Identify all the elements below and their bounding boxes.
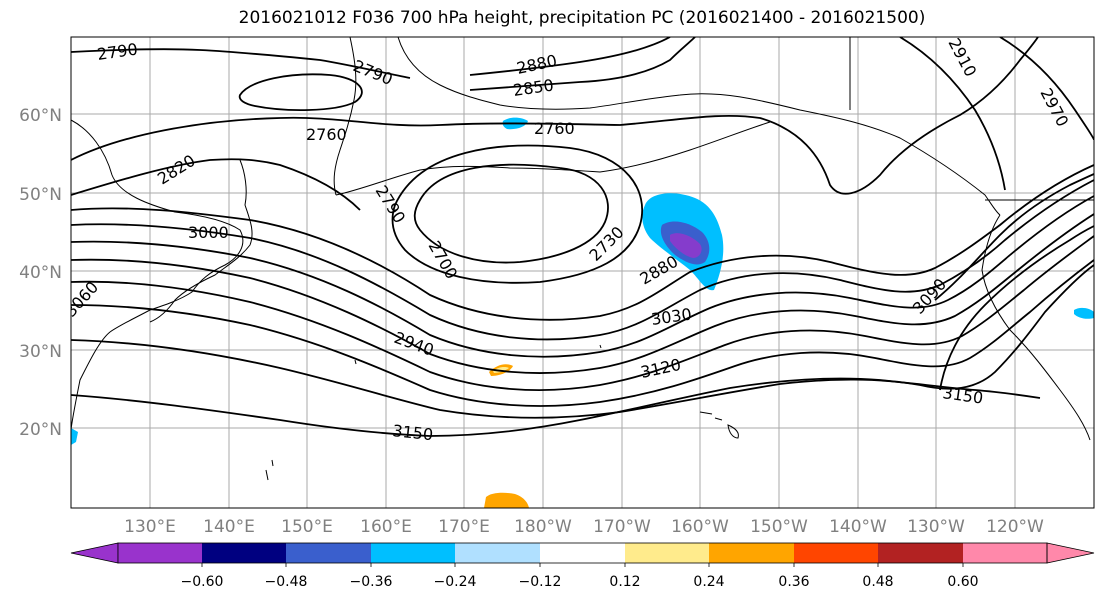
aleutian-arc <box>335 121 771 196</box>
contour-2790-north <box>71 48 411 79</box>
colorbar-tick-label: −0.12 <box>519 574 562 590</box>
contour-3150 <box>71 377 1041 437</box>
lat-label: 20°N <box>19 420 62 440</box>
contour-2910 <box>899 37 1006 191</box>
lat-label: 30°N <box>19 342 62 362</box>
colorbar-tick-label: −0.24 <box>434 574 477 590</box>
contour-band-5 <box>71 235 1094 391</box>
contour-band-6 <box>71 259 1094 407</box>
colorbar-tick-label: 0.24 <box>693 574 724 590</box>
colorbar-bin <box>540 543 625 563</box>
colorbar-tick-label: 0.48 <box>862 574 893 590</box>
colorbar-tick-label: 0.60 <box>947 574 978 590</box>
lon-label: 130°W <box>907 517 965 537</box>
colorbar-bin <box>625 543 709 563</box>
contour-label: 3000 <box>188 223 229 242</box>
colorbar-bin <box>878 543 963 563</box>
lon-label: 140°W <box>829 517 887 537</box>
canada-border <box>849 37 1094 201</box>
contour-label: 3150 <box>392 421 434 444</box>
colorbar-bin <box>963 543 1047 563</box>
contour-2730 <box>391 144 644 284</box>
colorbar-outline <box>117 542 1048 564</box>
lon-label: 170°E <box>438 517 490 537</box>
contour-band-1 <box>71 164 1094 321</box>
precip-shading <box>71 117 1094 508</box>
asia-coast <box>71 119 244 431</box>
colorbar-extend-right <box>1046 542 1095 564</box>
colorbar-bin <box>202 543 286 563</box>
lon-label: 180°W <box>514 517 572 537</box>
contour-3090 <box>934 173 1094 301</box>
colorbar-tick-label: −0.60 <box>181 574 224 590</box>
lon-label: 120°W <box>986 517 1044 537</box>
latitude-labels: 60°N 50°N 40°N 30°N 20°N <box>19 106 62 440</box>
colorbar-tick-label: −0.48 <box>265 574 308 590</box>
north-america-coast <box>981 214 1091 441</box>
colorbar-tick-label: 0.36 <box>778 574 809 590</box>
lon-label: 160°E <box>360 517 412 537</box>
contour-label: 2760 <box>534 119 575 138</box>
contour-2760-loop <box>71 37 1039 195</box>
lon-label: 170°W <box>593 517 651 537</box>
graticule <box>71 37 1094 508</box>
contour-2700 <box>413 163 609 264</box>
lon-label: 150°W <box>750 517 808 537</box>
japan-coast <box>149 159 253 323</box>
contour-2880-north <box>469 37 671 76</box>
longitude-labels: 130°E 140°E 150°E 160°E 170°E 180°W 170°… <box>124 517 1044 537</box>
chart-title: 2016021012 F036 700 hPa height, precipit… <box>238 8 926 28</box>
colorbar-tick-label: −0.36 <box>350 574 393 590</box>
colorbar-bin <box>794 543 878 563</box>
lat-label: 50°N <box>19 185 62 205</box>
lon-label: 140°E <box>203 517 255 537</box>
lon-label: 130°E <box>124 517 176 537</box>
lat-label: 60°N <box>19 106 62 126</box>
alaska-coast <box>397 37 1001 216</box>
precip-blob-pacific-nw <box>1074 307 1094 319</box>
colorbar-bin <box>709 543 794 563</box>
contour-2820 <box>71 158 361 211</box>
colorbar-bin <box>118 543 202 563</box>
colorbar <box>70 542 1095 567</box>
contour-3150-east <box>939 225 1094 391</box>
contour-2850 <box>469 37 696 91</box>
colorbar-extend-left <box>70 542 119 564</box>
map-frame <box>70 36 1095 509</box>
contour-label: 2760 <box>306 125 347 144</box>
colorbar-bin <box>455 543 540 563</box>
lat-label: 40°N <box>19 263 62 283</box>
contour-band-4 <box>71 213 1094 374</box>
coastlines <box>71 37 1094 481</box>
precip-blob-purple <box>670 233 702 258</box>
contour-3120 <box>71 264 1094 419</box>
colorbar-tick-label: 0.12 <box>609 574 640 590</box>
height-contours <box>71 37 1094 437</box>
colorbar-bin <box>286 543 371 563</box>
colorbar-tick-labels: −0.60 −0.48 −0.36 −0.24 −0.12 0.12 0.24 … <box>181 574 979 590</box>
hawaii-islands <box>699 411 739 439</box>
lon-label: 150°E <box>281 517 333 537</box>
precip-blob-west-edge <box>71 428 78 445</box>
small-islands <box>265 344 602 481</box>
colorbar-bin <box>371 543 455 563</box>
precip-blob-orange-south <box>484 492 529 508</box>
contour-2970 <box>999 37 1094 141</box>
lon-label: 160°W <box>671 517 729 537</box>
contour-small-loop <box>238 73 363 111</box>
contour-band-3 <box>71 195 1094 358</box>
